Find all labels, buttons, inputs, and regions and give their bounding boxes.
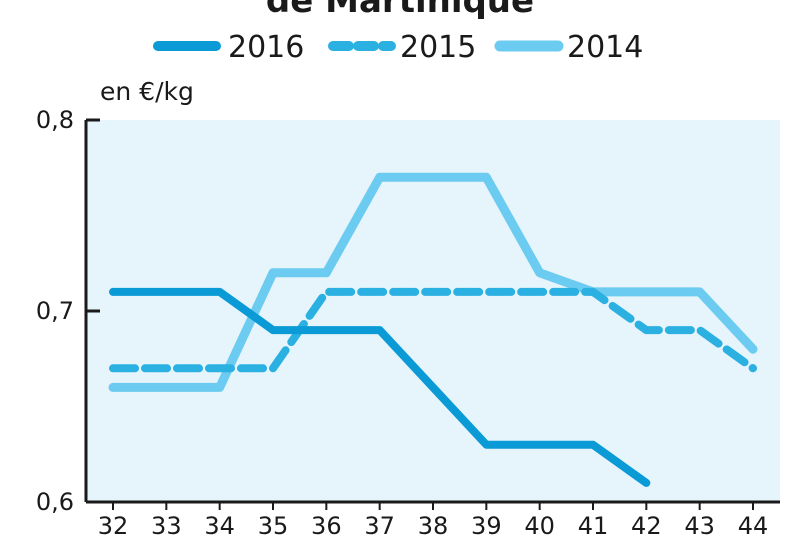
x-tick-label: 39 [471,512,502,540]
x-tick-label: 44 [738,512,769,540]
tick-labels: 0,6 0,7 0,8 32 33 34 35 36 37 38 39 40 41 42 43 44 [36,106,768,540]
legend-label-2016: 2016 [228,30,304,65]
x-tick-label: 42 [631,512,662,540]
x-tick-label: 34 [204,512,235,540]
y-tick-label: 0,7 [36,297,74,325]
x-tick-label: 40 [524,512,555,540]
y-tick-label: 0,8 [36,106,74,134]
x-tick-label: 43 [684,512,715,540]
chart-title: de Martinique [266,0,534,21]
legend: 2016 2015 2014 [153,30,643,65]
axes [84,118,780,510]
series-line-2014 [108,172,758,392]
series-line-2016 [109,287,651,487]
legend-label-2014: 2014 [567,30,643,65]
plot-background [86,120,780,502]
x-tick-label: 33 [151,512,182,540]
y-axis-unit-label: en €/kg [100,77,194,106]
x-tick-label: 32 [98,512,129,540]
series-line-2015 [109,287,757,373]
x-tick-label: 37 [364,512,395,540]
series-layer [108,172,758,487]
x-tick-label: 41 [578,512,609,540]
x-tick-label: 35 [258,512,289,540]
y-tick-label: 0,6 [36,488,74,516]
x-tick-label: 36 [311,512,342,540]
x-tick-label: 38 [418,512,449,540]
legend-label-2015: 2015 [400,30,476,65]
